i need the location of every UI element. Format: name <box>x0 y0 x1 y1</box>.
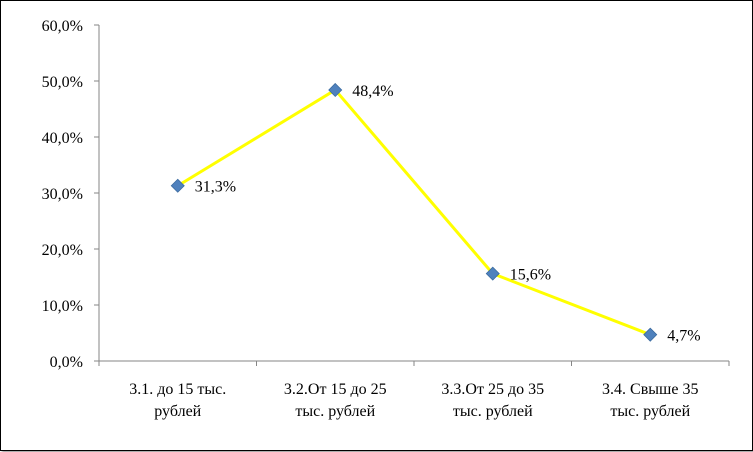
data-label: 4,7% <box>667 328 700 345</box>
x-category-label-line: рублей <box>154 403 201 420</box>
x-category-label: 3.3.От 25 до 35 тыс. рублей <box>441 381 544 420</box>
x-category-label-line: 3.4. Свыше 35 <box>602 381 698 398</box>
x-category-label-line: тыс. рублей <box>295 403 375 420</box>
x-category-label-line: 3.2.От 15 до 25 <box>284 381 387 398</box>
y-tick-label: 10,0% <box>42 298 83 315</box>
data-label: 48,4% <box>352 83 393 100</box>
y-tick-label: 50,0% <box>42 74 83 91</box>
x-category-label: 3.4. Свыше 35 тыс. рублей <box>602 381 698 420</box>
x-category-label-line: тыс. рублей <box>453 403 533 420</box>
x-category-label: 3.2.От 15 до 25 тыс. рублей <box>284 381 387 420</box>
data-label: 31,3% <box>195 179 236 196</box>
series-line <box>176 88 651 337</box>
x-category-label-line: 3.1. до 15 тыс. <box>129 381 226 398</box>
data-point-marker <box>485 266 500 281</box>
x-category-label: 3.1. до 15 тыс. рублей <box>129 381 226 420</box>
data-label: 15,6% <box>510 267 551 284</box>
x-category-label-line: 3.3.От 25 до 35 <box>441 381 544 398</box>
y-tick-label: 30,0% <box>42 186 83 203</box>
data-point-marker <box>170 178 185 193</box>
data-point-marker <box>643 327 658 342</box>
y-tick-label: 0,0% <box>50 354 83 371</box>
y-tick-label: 60,0% <box>42 18 83 35</box>
y-tick-label: 20,0% <box>42 242 83 259</box>
x-category-label-line: тыс. рублей <box>610 403 690 420</box>
data-point-marker <box>328 82 343 97</box>
y-tick-label: 40,0% <box>42 130 83 147</box>
